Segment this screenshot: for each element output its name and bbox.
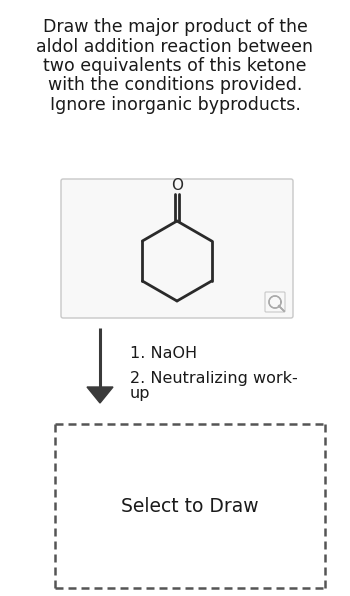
Polygon shape bbox=[87, 387, 113, 403]
Text: two equivalents of this ketone: two equivalents of this ketone bbox=[43, 57, 307, 75]
Text: Draw the major product of the: Draw the major product of the bbox=[43, 18, 307, 36]
Text: Ignore inorganic byproducts.: Ignore inorganic byproducts. bbox=[50, 96, 300, 114]
Text: up: up bbox=[130, 386, 150, 401]
Text: aldol addition reaction between: aldol addition reaction between bbox=[36, 38, 314, 55]
Text: with the conditions provided.: with the conditions provided. bbox=[48, 76, 302, 95]
Text: 1. NaOH: 1. NaOH bbox=[130, 346, 197, 361]
Text: 2. Neutralizing work-: 2. Neutralizing work- bbox=[130, 371, 298, 386]
Text: Select to Draw: Select to Draw bbox=[121, 496, 259, 516]
FancyBboxPatch shape bbox=[61, 179, 293, 318]
FancyBboxPatch shape bbox=[265, 292, 285, 312]
Text: O: O bbox=[171, 178, 183, 194]
